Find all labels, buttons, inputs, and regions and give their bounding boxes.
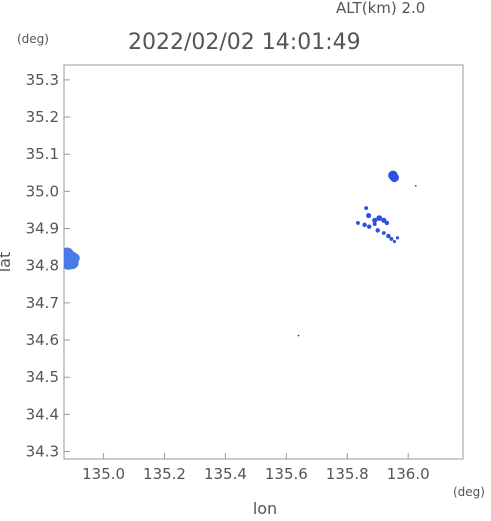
x-tick-label: 136.0: [387, 465, 430, 483]
echo-point: [69, 253, 80, 264]
plot-frame: [63, 64, 464, 460]
echo-point: [366, 212, 372, 219]
echo-point: [381, 231, 386, 235]
y-tick-label: 35.2: [26, 108, 59, 126]
echo-point: [376, 215, 383, 222]
y-tick-label: 34.8: [26, 257, 59, 275]
echo-point: [389, 237, 394, 241]
x-axis-label: lon: [253, 499, 277, 518]
y-tick-label: 35.0: [26, 182, 59, 200]
y-tick-label: 34.7: [26, 294, 59, 312]
echo-point: [362, 222, 367, 228]
echo-point: [414, 185, 417, 187]
x-tick-label: 135.6: [265, 465, 308, 483]
x-axis: 135.0 135.2 135.4 135.6 135.8 136.0: [82, 453, 430, 483]
x-axis-unit: (deg): [453, 485, 485, 499]
echo-point: [392, 239, 397, 244]
y-axis: 34.3 34.4 34.5 34.6 34.7 34.8 34.9 35.0 35.1 35.2…: [26, 71, 70, 461]
echo-point: [297, 334, 300, 337]
y-tick-label: 34.5: [26, 368, 59, 386]
x-tick-label: 135.4: [204, 465, 247, 483]
echo-point: [386, 233, 391, 239]
x-tick-label: 135.8: [326, 465, 369, 483]
echo-point: [366, 224, 372, 229]
y-axis-label: lat: [0, 252, 14, 273]
echo-point: [364, 206, 369, 211]
echo-point: [395, 236, 400, 240]
x-tick-label: 135.2: [143, 465, 186, 483]
altitude-label: ALT(km) 2.0: [336, 0, 425, 17]
x-tick-label: 135.0: [82, 465, 125, 483]
echo-point: [372, 217, 378, 223]
echo-point: [355, 221, 360, 225]
y-tick-label: 34.4: [26, 405, 59, 423]
y-tick-label: 34.6: [26, 331, 59, 349]
echo-point: [384, 220, 390, 226]
echo-points: [64, 170, 417, 337]
y-tick-label: 34.3: [26, 443, 59, 461]
y-axis-unit: (deg): [17, 32, 49, 46]
chart-timestamp: 2022/02/02 14:01:49: [128, 30, 361, 55]
echo-point: [372, 222, 377, 227]
y-tick-label: 35.1: [26, 145, 59, 163]
echo-point: [375, 228, 380, 233]
y-tick-label: 34.9: [26, 220, 59, 238]
y-tick-label: 35.3: [26, 71, 59, 89]
echo-point: [389, 173, 399, 183]
